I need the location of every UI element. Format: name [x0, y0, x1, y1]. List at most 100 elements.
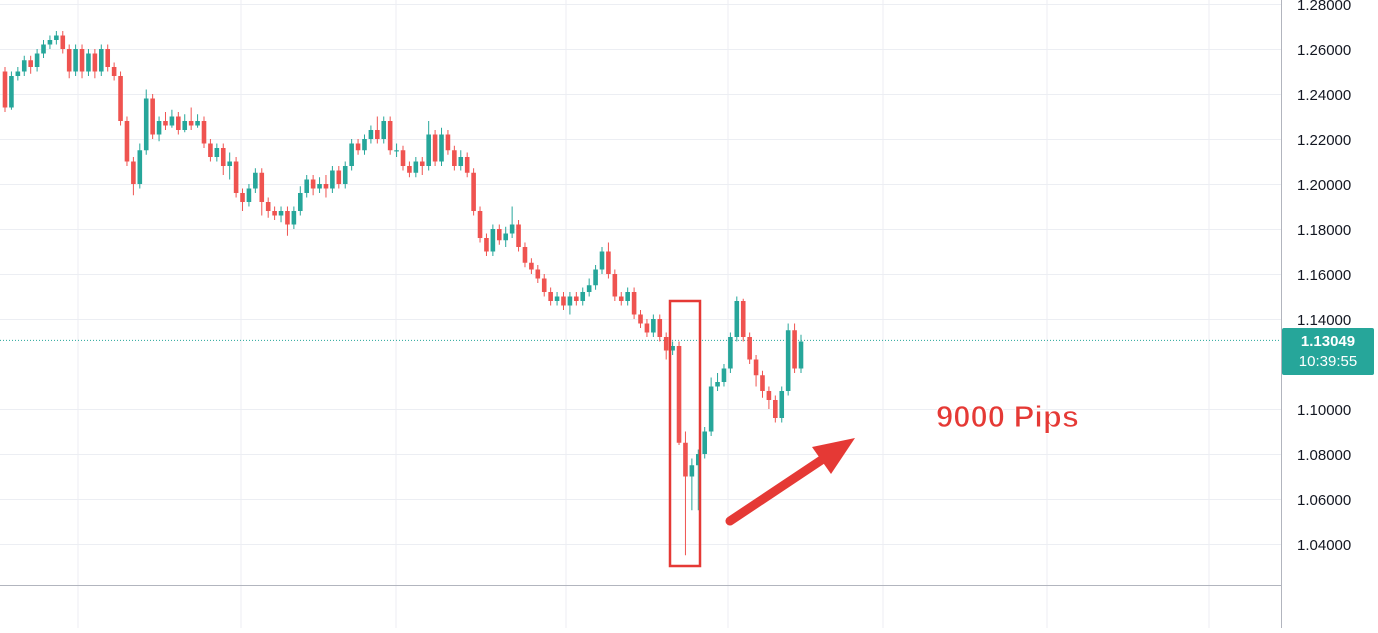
candle-body — [792, 330, 797, 369]
candle-body — [439, 134, 444, 162]
candle-body — [368, 130, 374, 139]
candle — [323, 175, 329, 198]
candle-body — [599, 251, 605, 270]
candle-body — [586, 285, 592, 292]
candle — [169, 109, 175, 128]
y-tick-label: 1.24000 — [1297, 87, 1351, 104]
candle-body — [105, 49, 111, 67]
candle-body — [477, 211, 483, 238]
candle — [285, 206, 290, 236]
candle-body — [253, 172, 258, 189]
y-tick-label: 1.16000 — [1297, 267, 1351, 284]
candle — [394, 143, 399, 157]
candle-body — [574, 296, 579, 301]
candle-body — [728, 337, 733, 369]
candle — [9, 71, 14, 110]
candle — [28, 55, 33, 74]
candle — [548, 287, 553, 306]
candle — [785, 323, 791, 396]
candles — [2, 31, 804, 556]
candle-body — [516, 224, 521, 247]
y-tick-label: 1.14000 — [1297, 312, 1351, 329]
candle-body — [169, 116, 175, 126]
candle-body — [490, 229, 496, 252]
candle — [740, 298, 746, 342]
candle — [715, 373, 720, 391]
candle-body — [702, 431, 708, 454]
candle — [728, 332, 733, 373]
candle-body — [362, 139, 367, 151]
candle — [477, 206, 483, 243]
candle — [195, 114, 200, 128]
candle — [432, 130, 438, 166]
candle-body — [297, 193, 303, 211]
candle — [143, 89, 149, 155]
y-tick-label: 1.28000 — [1297, 0, 1351, 14]
candle — [201, 116, 207, 148]
candle — [182, 114, 188, 133]
candle-body — [561, 296, 566, 306]
candle-body — [663, 337, 669, 351]
candle-body — [182, 121, 188, 130]
candle-body — [419, 161, 425, 166]
candle-body — [618, 296, 624, 301]
candle-body — [407, 166, 412, 173]
candle — [156, 116, 162, 142]
candle — [695, 449, 701, 511]
candle-body — [657, 319, 663, 337]
candle — [355, 139, 361, 155]
candle — [734, 296, 740, 342]
bar-countdown-label: 10:39:55 — [1299, 353, 1357, 370]
y-tick-label: 1.18000 — [1297, 222, 1351, 239]
candle-body — [670, 346, 675, 351]
candle-body — [779, 391, 785, 418]
candle-body — [188, 121, 194, 126]
candle — [721, 364, 727, 387]
candle-body — [554, 296, 560, 301]
candle — [747, 332, 752, 364]
candle — [34, 49, 40, 72]
candle-body — [246, 188, 252, 202]
candle — [541, 274, 547, 297]
candle-body — [336, 170, 342, 184]
candle — [259, 168, 265, 216]
candle — [73, 44, 78, 76]
candle — [297, 186, 303, 216]
candle-body — [631, 292, 637, 315]
candle-body — [240, 193, 245, 202]
candle — [227, 152, 232, 180]
candle-body — [452, 150, 457, 166]
candle-body — [400, 150, 406, 166]
candle-body — [529, 262, 534, 270]
candle — [387, 116, 393, 155]
candle — [15, 67, 21, 81]
candle — [574, 292, 579, 306]
candle-body — [342, 166, 348, 184]
annotations: 9000 Pips — [668, 299, 1080, 568]
candle-body — [721, 368, 727, 382]
candle — [618, 292, 624, 306]
candle-body — [375, 130, 380, 139]
candle-body — [715, 382, 720, 387]
price-axis: 1.28000 1.26000 1.24000 1.22000 1.20000 1.180… — [0, 0, 1351, 628]
candle — [92, 49, 98, 79]
candle — [593, 265, 598, 290]
candle-body — [708, 386, 714, 432]
candle-body — [227, 161, 232, 166]
candle-body — [471, 172, 476, 211]
candle — [47, 35, 53, 49]
candle — [176, 112, 181, 135]
candle — [516, 220, 521, 252]
candle — [131, 157, 136, 196]
candle — [625, 287, 630, 306]
candle — [2, 67, 8, 112]
candle — [439, 127, 444, 166]
candle-body — [740, 301, 746, 337]
candle-body — [21, 60, 27, 72]
candle — [760, 370, 765, 398]
candle — [278, 206, 284, 223]
candle-body — [317, 184, 322, 189]
candle — [631, 287, 637, 319]
candle-body — [118, 76, 123, 121]
candle — [689, 458, 695, 511]
